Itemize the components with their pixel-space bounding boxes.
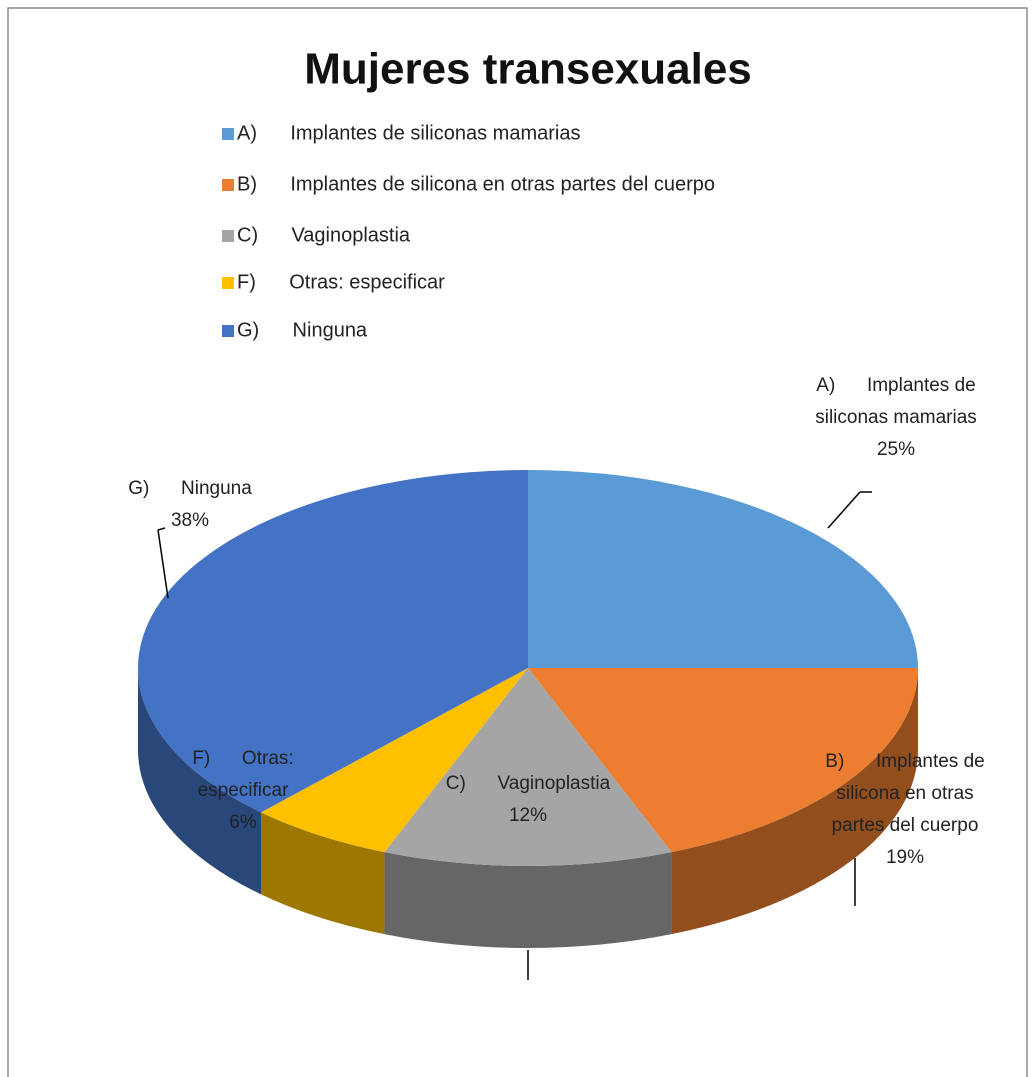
- legend-swatch: [222, 277, 234, 289]
- legend-label: B) Implantes de silicona en otras partes…: [237, 173, 715, 195]
- chart-title: Mujeres transexuales: [304, 45, 752, 94]
- legend-label: F) Otras: especificar: [237, 271, 445, 293]
- data-label: B) Implantes de silicona en otras partes…: [825, 751, 991, 836]
- data-value-label: 6%: [229, 812, 257, 833]
- data-label: F) Otras: especificar: [192, 748, 299, 801]
- legend-label: A) Implantes de siliconas mamarias: [237, 122, 580, 144]
- legend-swatch: [222, 128, 234, 140]
- data-value-label: 19%: [885, 847, 925, 868]
- slice-side: [384, 852, 672, 949]
- leader-line: [157, 529, 169, 599]
- slice-side: [261, 812, 385, 935]
- slice: [261, 668, 528, 853]
- data-value-label: 25%: [876, 439, 916, 460]
- slice: [384, 668, 672, 867]
- leader-line: [157, 527, 166, 531]
- data-value-label: 12%: [508, 805, 548, 826]
- slice: [138, 470, 529, 813]
- legend-label: G) Ninguna: [237, 319, 368, 341]
- legend-swatch: [222, 230, 234, 242]
- leader-line: [827, 491, 861, 529]
- data-label: G) Ninguna: [128, 478, 252, 499]
- legend-label: C) Vaginoplastia: [237, 224, 411, 246]
- slice: [528, 668, 918, 853]
- data-value-label: 38%: [170, 510, 210, 531]
- legend-swatch: [222, 179, 234, 191]
- slice-side: [138, 668, 262, 895]
- slice: [528, 470, 918, 668]
- legend-swatch: [222, 325, 234, 337]
- chart-border: [7, 7, 1028, 1077]
- data-label: A) Implantes de siliconas mamarias: [815, 375, 982, 428]
- data-label: C) Vaginoplastia: [445, 773, 611, 794]
- slice-side: [671, 668, 918, 935]
